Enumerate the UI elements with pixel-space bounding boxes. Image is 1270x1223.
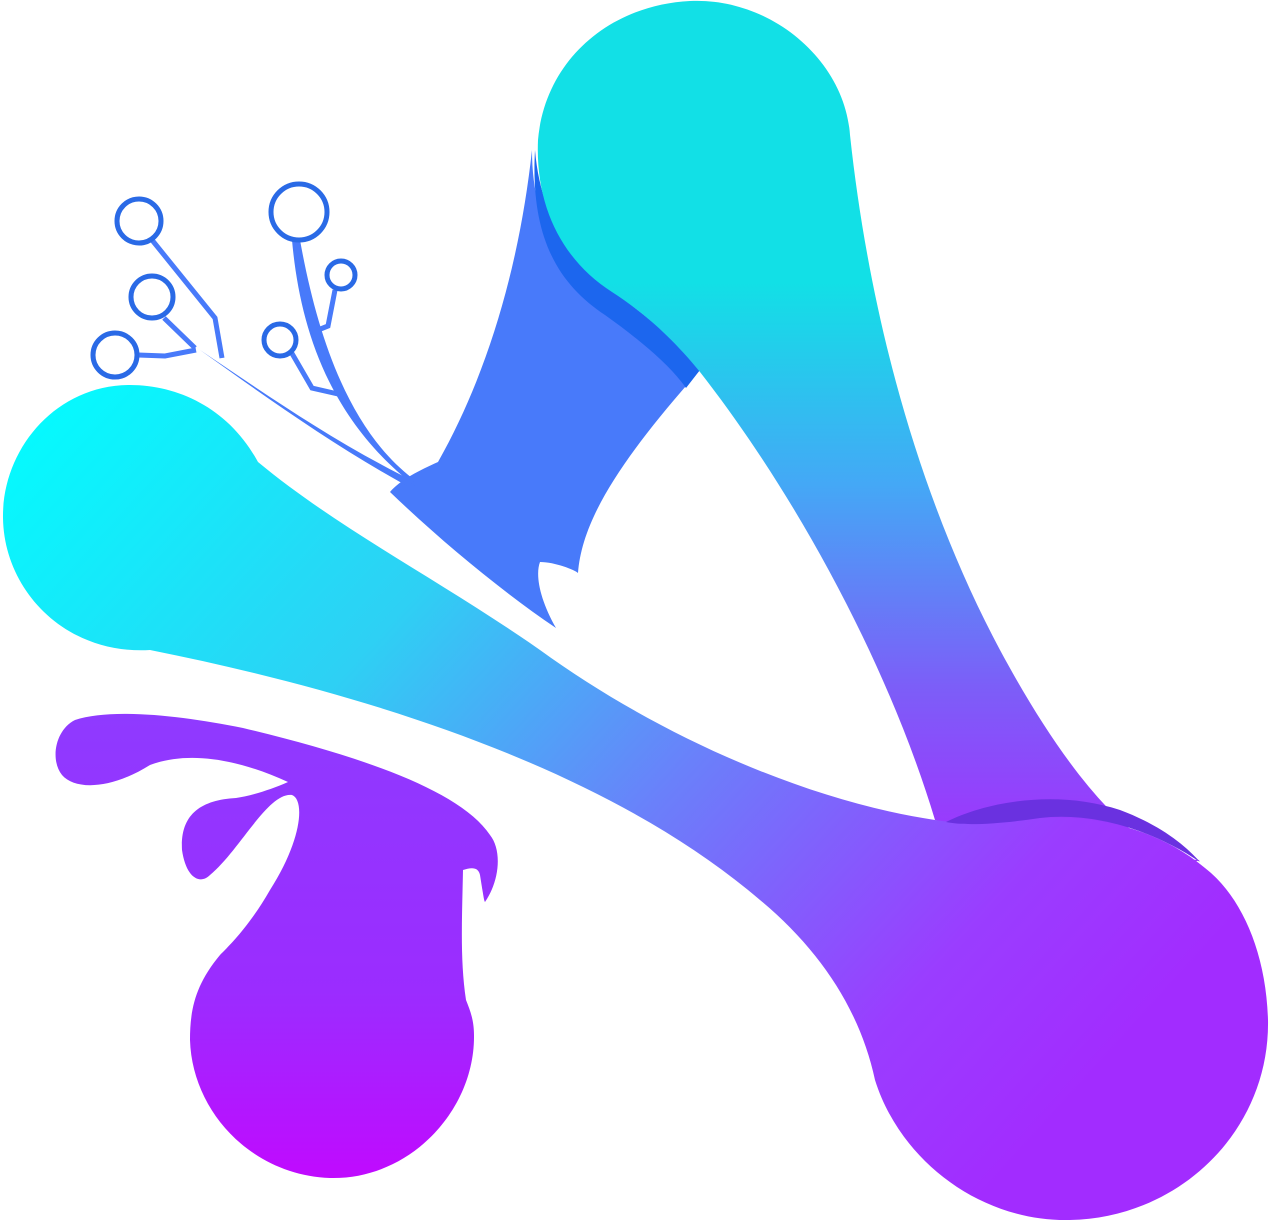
right-leg-shape (537, 0, 1200, 881)
blue-leg-fold-shape (534, 150, 700, 388)
circuit-sub-branch-a (150, 238, 225, 359)
circuit-sub-branch-b (162, 316, 197, 350)
circuit-node-icon (268, 181, 330, 243)
circuit-sub-branch-e (317, 289, 338, 333)
crossbar-shape (2, 385, 1269, 1221)
circuit-node-icon (90, 330, 140, 380)
blue-left-leg-shape (390, 150, 700, 628)
violet-drop-shape (55, 713, 498, 1179)
circuit-node-icon (324, 258, 358, 292)
crossbar-fold-shape (946, 799, 1200, 862)
circuit-branches (90, 181, 418, 492)
circuit-node-icon (128, 273, 176, 321)
circuit-main-branch (200, 350, 418, 492)
circuit-sub-branch-d (287, 348, 339, 397)
circuit-node-icon (114, 196, 164, 246)
circuit-node-icon (261, 321, 299, 359)
circuit-trunk (292, 240, 415, 486)
circuit-sub-branch-c (137, 347, 197, 359)
